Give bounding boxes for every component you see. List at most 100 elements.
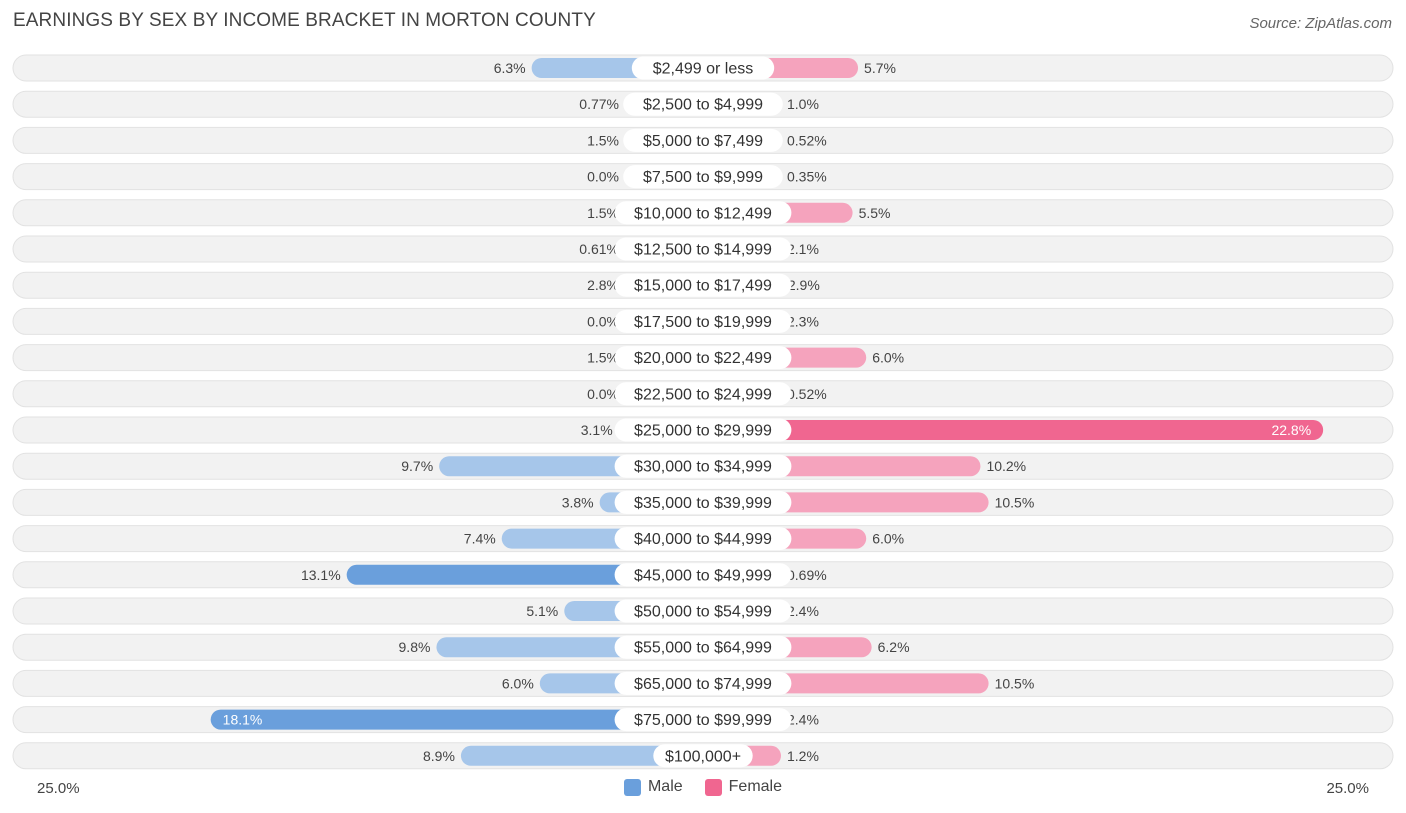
value-label-female: 0.69% (787, 567, 827, 583)
row-9: 0.0% 0.52% $22,500 to $24,999 (12, 380, 1394, 408)
value-label-male: 3.8% (562, 494, 594, 510)
value-label-male: 0.61% (579, 241, 619, 257)
value-label-male: 3.1% (581, 422, 613, 438)
row-17: 6.0% 10.5% $65,000 to $74,999 (12, 669, 1394, 697)
category-label: $75,000 to $99,999 (634, 712, 772, 729)
category-label: $40,000 to $44,999 (634, 531, 772, 548)
value-label-male: 1.5% (587, 350, 619, 366)
category-label-pill (623, 92, 783, 116)
category-label: $50,000 to $54,999 (634, 604, 772, 621)
row-13: 7.4% 6.0% $40,000 to $44,999 (12, 525, 1394, 553)
row-18: 18.1% 2.4% $75,000 to $99,999 (12, 706, 1394, 734)
value-label-male: 8.9% (423, 748, 455, 764)
category-label: $100,000+ (665, 748, 741, 765)
legend-label-female: Female (728, 778, 783, 795)
chart-title: EARNINGS BY SEX BY INCOME BRACKET IN MOR… (13, 10, 596, 31)
row-14: 13.1% 0.69% $45,000 to $49,999 (12, 561, 1394, 589)
category-label: $7,500 to $9,999 (643, 169, 763, 186)
value-label-female: 1.0% (787, 96, 819, 112)
row-7: 0.0% 2.3% $17,500 to $19,999 (12, 307, 1394, 335)
category-label-pill (653, 744, 753, 768)
category-label-pill (614, 418, 792, 442)
value-label-male: 0.77% (579, 96, 619, 112)
value-label-female: 6.0% (872, 531, 904, 547)
bar-male[interactable] (460, 745, 703, 766)
value-label-female: 5.7% (864, 60, 896, 76)
value-label-male: 13.1% (301, 567, 341, 583)
bar-male[interactable] (210, 709, 703, 730)
value-label-female: 2.4% (787, 712, 819, 728)
value-label-female: 2.4% (787, 603, 819, 619)
category-label-pill (614, 309, 792, 333)
category-label-pill (614, 563, 792, 587)
row-16: 9.8% 6.2% $55,000 to $64,999 (12, 633, 1394, 661)
value-label-female: 0.52% (787, 386, 827, 402)
category-label-pill (614, 273, 792, 297)
category-label: $30,000 to $34,999 (634, 459, 772, 476)
category-label-pill (614, 635, 792, 659)
category-label: $45,000 to $49,999 (634, 567, 772, 584)
value-label-female: 0.35% (787, 169, 827, 185)
value-label-female: 2.3% (787, 313, 819, 329)
row-5: 0.61% 2.1% $12,500 to $14,999 (12, 235, 1394, 263)
legend-label-male: Male (647, 778, 683, 795)
row-3: 0.0% 0.35% $7,500 to $9,999 (12, 163, 1394, 191)
category-label-pill (614, 382, 792, 406)
value-label-male: 0.0% (587, 386, 619, 402)
category-label-pill (631, 56, 775, 80)
value-label-female: 22.8% (1271, 422, 1311, 438)
category-label-pill (614, 454, 792, 478)
value-label-female: 2.1% (787, 241, 819, 257)
legend-swatch-male (623, 778, 641, 796)
value-label-female: 10.5% (995, 675, 1035, 691)
axis-left-label: 25.0% (37, 780, 80, 797)
row-12: 3.8% 10.5% $35,000 to $39,999 (12, 488, 1394, 516)
value-label-male: 1.5% (587, 205, 619, 221)
legend-swatch-female (704, 778, 722, 796)
category-label-pill (614, 346, 792, 370)
row-15: 5.1% 2.4% $50,000 to $54,999 (12, 597, 1394, 625)
legend-item-female[interactable]: Female (704, 778, 783, 796)
value-label-male: 9.7% (401, 458, 433, 474)
value-label-female: 5.5% (859, 205, 891, 221)
axis-right-label: 25.0% (1326, 780, 1369, 797)
row-4: 1.5% 5.5% $10,000 to $12,499 (12, 199, 1394, 227)
value-label-female: 10.5% (995, 494, 1035, 510)
value-label-male: 6.0% (502, 675, 534, 691)
legend-item-male[interactable]: Male (623, 778, 683, 796)
category-label-pill (614, 490, 792, 514)
category-label-pill (614, 599, 792, 623)
bar-female[interactable] (703, 420, 1324, 440)
category-label: $12,500 to $14,999 (634, 242, 772, 259)
value-label-male: 2.8% (587, 277, 619, 293)
category-label: $15,000 to $17,499 (634, 278, 772, 295)
category-label: $35,000 to $39,999 (634, 495, 772, 512)
category-label: $2,500 to $4,999 (643, 97, 763, 114)
category-label: $5,000 to $7,499 (643, 133, 763, 150)
row-6: 2.8% 2.9% $15,000 to $17,499 (12, 271, 1394, 299)
value-label-female: 10.2% (986, 458, 1026, 474)
value-label-female: 2.9% (788, 277, 820, 293)
bar-male[interactable] (346, 564, 703, 585)
row-8: 1.5% 6.0% $20,000 to $22,499 (12, 344, 1394, 372)
category-label-pill (614, 527, 792, 551)
row-1: 0.77% 1.0% $2,500 to $4,999 (12, 90, 1394, 118)
value-label-female: 0.52% (787, 132, 827, 148)
category-label: $65,000 to $74,999 (634, 676, 772, 693)
value-label-male: 0.0% (587, 313, 619, 329)
value-label-male: 1.5% (587, 132, 619, 148)
category-label: $55,000 to $64,999 (634, 640, 772, 657)
row-11: 9.7% 10.2% $30,000 to $34,999 (12, 452, 1394, 480)
category-label-pill (614, 201, 792, 225)
value-label-male: 18.1% (223, 712, 263, 728)
value-label-male: 5.1% (526, 603, 558, 619)
value-label-female: 1.2% (787, 748, 819, 764)
row-2: 1.5% 0.52% $5,000 to $7,499 (12, 126, 1394, 154)
source-label: Source: ZipAtlas.com (1249, 15, 1392, 32)
value-label-male: 7.4% (464, 531, 496, 547)
category-label: $2,499 or less (653, 61, 754, 78)
category-label: $10,000 to $12,499 (634, 205, 772, 222)
category-label-pill (614, 671, 792, 695)
value-label-female: 6.0% (872, 350, 904, 366)
